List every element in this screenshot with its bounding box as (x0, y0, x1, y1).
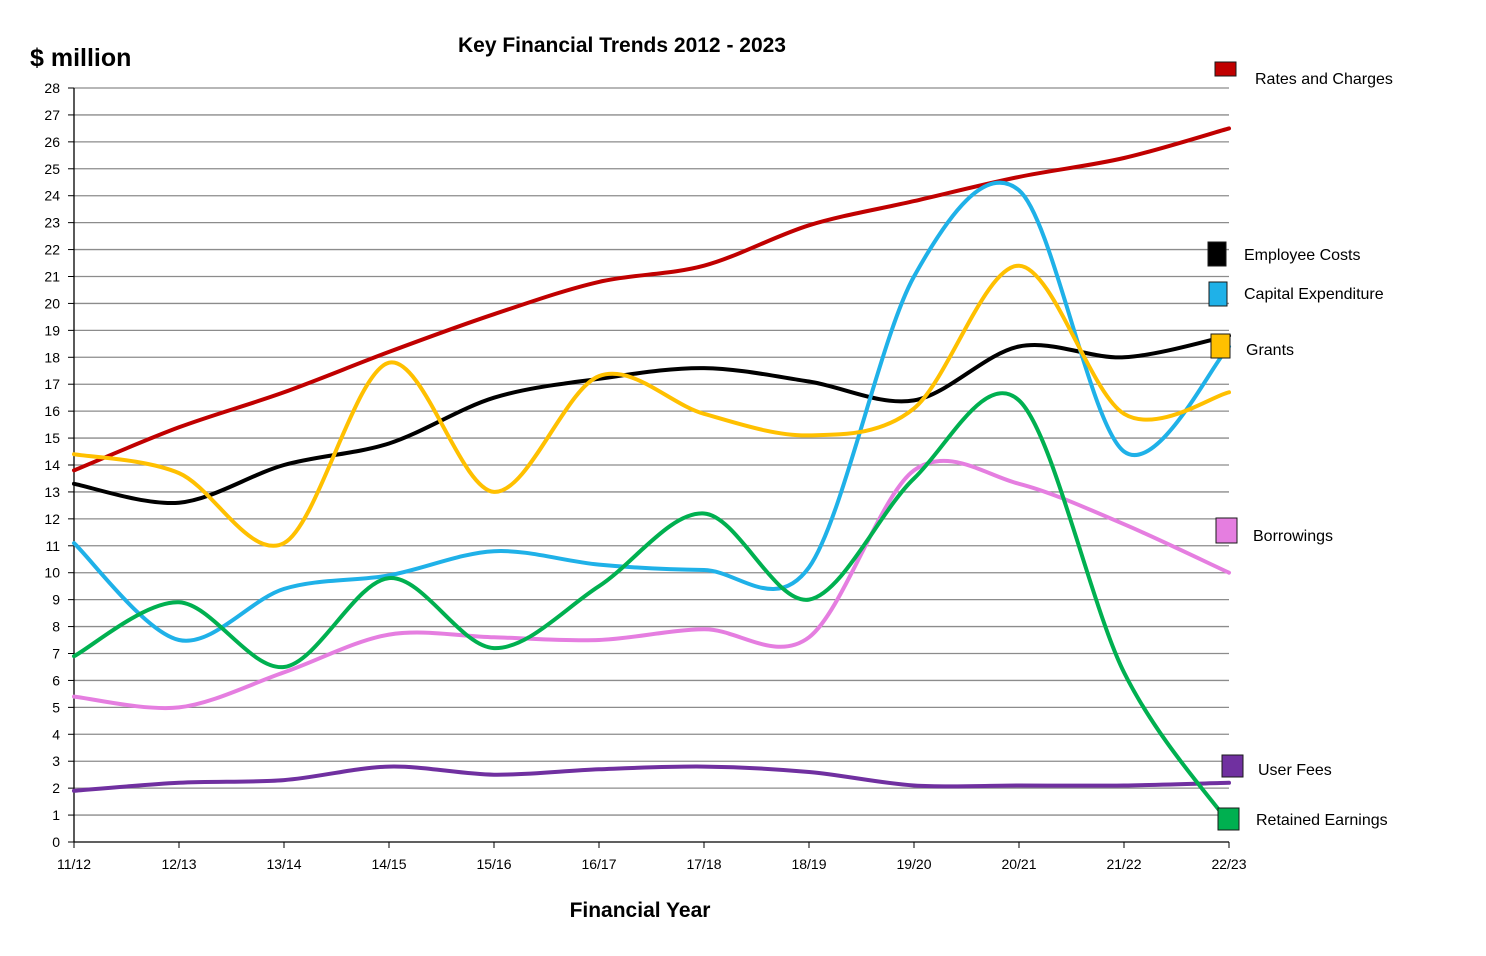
y-tick-label: 16 (44, 403, 60, 419)
legend-label-grants: Grants (1246, 342, 1294, 359)
y-tick-label: 17 (44, 376, 60, 392)
y-tick-label: 25 (44, 161, 60, 177)
y-tick-label: 13 (44, 484, 60, 500)
x-axis-label: Financial Year (570, 899, 711, 922)
y-tick-label: 10 (44, 565, 60, 581)
y-tick-label: 26 (44, 134, 60, 150)
series-line-grants (72, 263, 1231, 548)
y-tick-label: 21 (44, 269, 60, 285)
y-tick-label: 5 (52, 699, 60, 715)
y-tick-label: 22 (44, 242, 60, 258)
y-tick-label: 14 (44, 457, 60, 473)
legend-swatch-rates-and-charges (1214, 61, 1237, 77)
y-tick-label: 18 (44, 349, 60, 365)
x-tick-label: 13/14 (266, 856, 301, 872)
y-tick-label: 3 (52, 753, 60, 769)
x-tick-label: 18/19 (791, 856, 826, 872)
y-tick-labels: 0123456789101112131415161718192021222324… (44, 80, 60, 850)
series-lines (72, 126, 1231, 826)
x-tick-label: 22/23 (1211, 856, 1246, 872)
legend-swatch-employee-costs (1207, 241, 1227, 267)
series-line-borrowings (72, 458, 1231, 711)
x-tick-label: 12/13 (161, 856, 196, 872)
legend-swatch-borrowings (1215, 517, 1238, 544)
legend: Rates and Charges Employee Costs Capital E… (1207, 61, 1393, 831)
y-tick-label: 15 (44, 430, 60, 446)
y-tick-label: 11 (45, 538, 60, 554)
x-tick-label: 17/18 (686, 856, 721, 872)
y-tick-label: 4 (52, 726, 60, 742)
y-tick-label: 24 (44, 188, 60, 204)
x-tick-label: 20/21 (1001, 856, 1036, 872)
legend-swatch-retained-earnings (1217, 807, 1240, 831)
legend-swatch-capital-expenditure (1208, 281, 1228, 307)
legend-swatch-user-fees (1221, 754, 1244, 778)
y-axis-label: $ million (30, 44, 131, 72)
y-tick-label: 1 (52, 807, 60, 823)
y-tick-label: 27 (44, 107, 60, 123)
series-line-rates-and-charges (72, 126, 1231, 473)
y-tick-label: 9 (52, 592, 60, 608)
series-line-capital-expenditure (72, 180, 1231, 643)
y-tick-label: 12 (44, 511, 60, 527)
x-tick-labels: 11/12 12/13 13/14 14/15 15/16 16/17 17/18 18/19… (57, 856, 1247, 872)
y-tick-label: 8 (52, 619, 60, 635)
legend-label-user-fees: User Fees (1258, 762, 1332, 779)
legend-label-borrowings: Borrowings (1253, 528, 1333, 545)
x-tick-label: 19/20 (896, 856, 931, 872)
gridlines (74, 87, 1229, 816)
chart-title: Key Financial Trends 2012 - 2023 (458, 34, 786, 57)
y-tick-label: 7 (52, 646, 60, 662)
x-tick-label: 16/17 (581, 856, 616, 872)
y-tick-label: 20 (44, 295, 60, 311)
y-tick-label: 2 (52, 780, 60, 796)
legend-label-employee-costs: Employee Costs (1244, 247, 1361, 264)
legend-label-retained-earnings: Retained Earnings (1256, 812, 1388, 829)
x-tick-label: 21/22 (1106, 856, 1141, 872)
legend-label-capital-expenditure: Capital Expenditure (1244, 286, 1384, 303)
series-line-employee-costs (72, 333, 1231, 506)
x-tick-label: 14/15 (371, 856, 406, 872)
series-line-retained-earnings (72, 391, 1231, 826)
y-tick-label: 23 (44, 215, 60, 231)
series-line-user-fees (72, 764, 1231, 793)
legend-swatch-grants (1210, 333, 1231, 359)
x-tick-label: 11/12 (57, 856, 91, 872)
x-tick-label: 15/16 (476, 856, 511, 872)
y-tick-label: 28 (44, 80, 60, 96)
legend-label-rates-and-charges: Rates and Charges (1255, 71, 1393, 88)
axes (68, 87, 1230, 848)
y-tick-label: 6 (52, 672, 60, 688)
y-tick-label: 0 (52, 834, 60, 850)
y-tick-label: 19 (44, 322, 60, 338)
